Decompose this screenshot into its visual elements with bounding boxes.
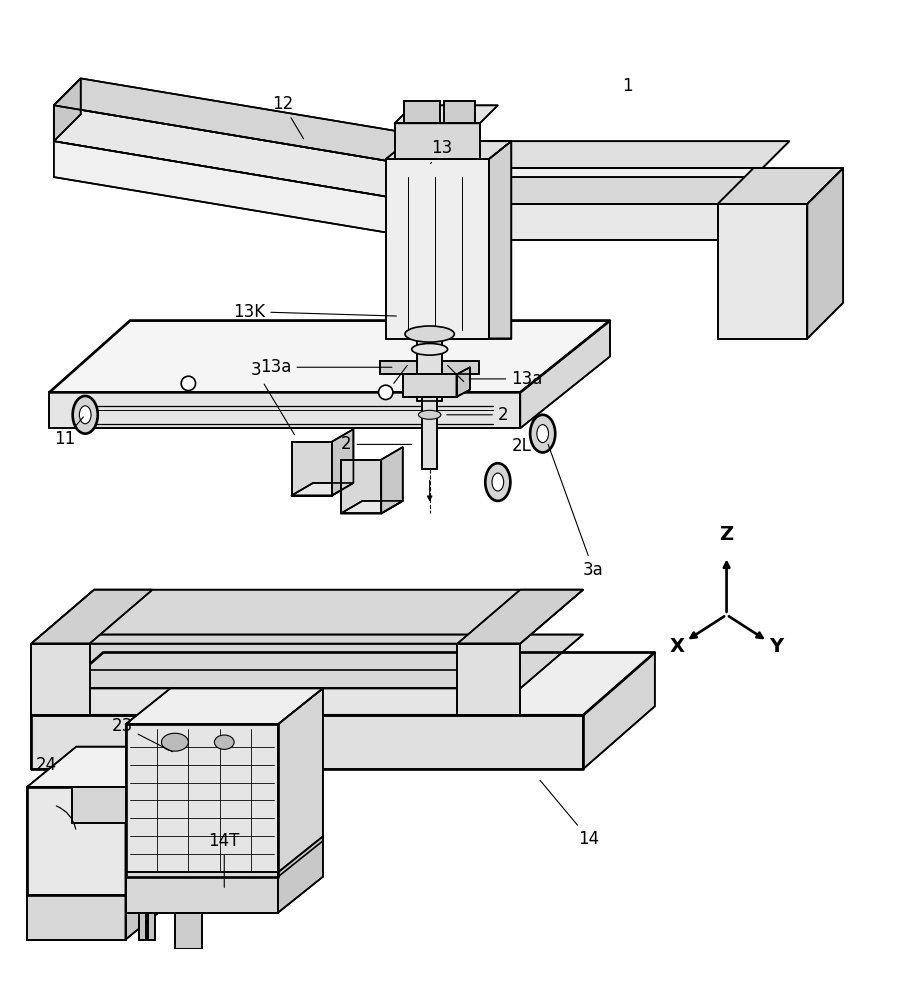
Ellipse shape [161,733,188,751]
Polygon shape [49,321,610,392]
Text: 24: 24 [36,756,57,774]
Polygon shape [332,429,353,496]
Polygon shape [278,836,323,913]
Polygon shape [442,361,479,374]
Polygon shape [31,688,520,715]
Polygon shape [404,101,440,123]
Ellipse shape [530,415,555,452]
Text: 1: 1 [623,77,633,95]
Polygon shape [417,339,442,401]
Text: 11: 11 [54,417,83,448]
Polygon shape [27,895,126,940]
Polygon shape [27,787,126,895]
Polygon shape [341,460,381,513]
Polygon shape [422,397,437,469]
Polygon shape [54,105,431,204]
Text: X: X [669,637,684,656]
Ellipse shape [485,463,510,501]
Polygon shape [31,652,655,715]
Polygon shape [431,141,789,168]
Polygon shape [457,590,583,644]
Text: 2L: 2L [511,437,531,455]
Polygon shape [27,747,175,787]
Polygon shape [292,442,332,496]
Polygon shape [49,392,520,428]
Polygon shape [31,590,152,644]
Text: 2: 2 [447,406,509,424]
Polygon shape [31,644,90,715]
Polygon shape [139,913,146,940]
Ellipse shape [412,343,448,355]
Polygon shape [54,78,81,141]
Polygon shape [457,367,470,397]
Polygon shape [54,78,457,168]
Text: 13a: 13a [469,370,543,388]
Ellipse shape [418,410,440,419]
Polygon shape [126,724,278,877]
Polygon shape [718,168,843,204]
Polygon shape [718,204,807,339]
Circle shape [379,385,393,400]
Polygon shape [31,635,583,688]
Polygon shape [395,105,498,123]
Text: 13a: 13a [260,358,392,376]
Polygon shape [431,177,789,204]
Ellipse shape [536,425,548,443]
Text: 14: 14 [540,780,600,848]
Polygon shape [381,447,403,513]
Ellipse shape [405,326,454,342]
Polygon shape [489,141,511,339]
Polygon shape [72,787,126,823]
Polygon shape [126,854,175,940]
Polygon shape [126,872,278,913]
Polygon shape [386,159,489,339]
Polygon shape [126,747,175,895]
Polygon shape [807,168,843,339]
Polygon shape [431,168,762,204]
Polygon shape [520,321,610,428]
Text: 14T: 14T [209,832,239,887]
Polygon shape [457,644,520,715]
Polygon shape [395,123,480,159]
Text: 3: 3 [250,361,294,435]
Polygon shape [583,652,655,769]
Text: 23: 23 [111,717,172,752]
Polygon shape [408,141,511,339]
Ellipse shape [80,406,91,424]
Polygon shape [292,483,353,496]
Circle shape [181,376,196,391]
Polygon shape [380,361,417,374]
Polygon shape [403,374,457,397]
Text: 13K: 13K [233,303,396,321]
Text: Z: Z [719,525,734,544]
Ellipse shape [73,396,98,434]
Polygon shape [341,501,403,513]
Polygon shape [431,204,762,240]
Text: 12: 12 [272,95,303,139]
Polygon shape [386,141,511,159]
Text: 13: 13 [431,139,452,164]
Polygon shape [444,101,475,123]
Polygon shape [175,913,202,949]
Polygon shape [31,590,583,644]
Text: 3a: 3a [548,444,604,579]
Polygon shape [31,644,520,670]
Polygon shape [31,715,583,769]
Ellipse shape [492,473,504,491]
Polygon shape [278,688,323,877]
Text: 2: 2 [341,435,412,453]
Text: Y: Y [769,637,783,656]
Ellipse shape [214,735,234,749]
Polygon shape [126,688,323,724]
Polygon shape [54,141,431,240]
Polygon shape [148,913,155,940]
